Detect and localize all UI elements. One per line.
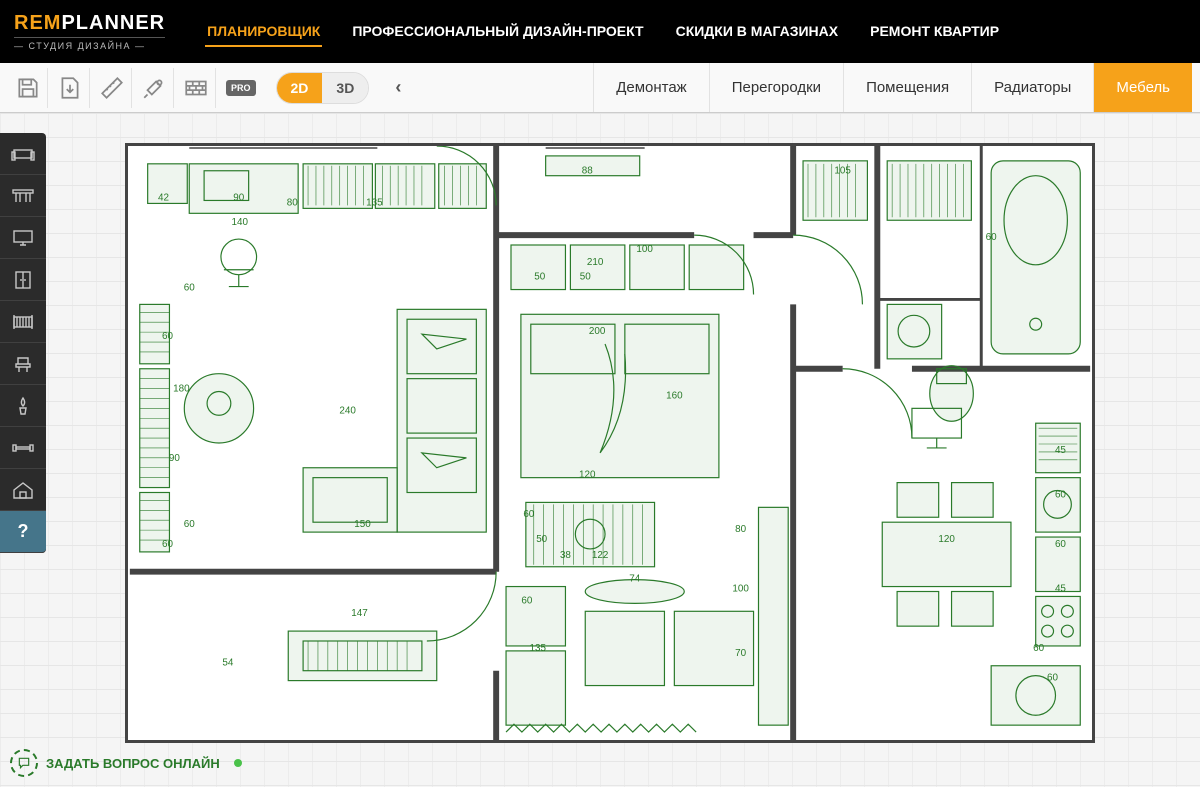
wall-icon[interactable] [176,68,216,108]
chat-icon [10,749,38,777]
svg-text:100: 100 [636,244,653,255]
nav-discounts[interactable]: СКИДКИ В МАГАЗИНАХ [674,17,841,47]
svg-text:42: 42 [158,192,169,203]
svg-text:120: 120 [579,470,596,481]
svg-text:210: 210 [587,257,604,268]
svg-text:60: 60 [523,509,534,520]
svg-text:135: 135 [366,197,383,208]
nav-design-project[interactable]: ПРОФЕССИОНАЛЬНЫЙ ДИЗАЙН-ПРОЕКТ [350,17,645,47]
svg-text:70: 70 [735,648,746,659]
view-toggle: 2D 3D [276,72,370,104]
logo-subtitle: — СТУДИЯ ДИЗАЙНА — [14,37,165,51]
tab-demolition[interactable]: Демонтаж [593,63,709,112]
svg-text:180: 180 [173,384,190,395]
svg-text:200: 200 [589,326,606,337]
logo-part2: PLANNER [61,12,165,34]
svg-text:60: 60 [184,283,195,294]
palette-crib-icon[interactable] [0,301,46,343]
svg-text:120: 120 [938,534,955,545]
svg-text:90: 90 [169,453,180,464]
svg-text:74: 74 [629,574,640,585]
palette-sofa-icon[interactable] [0,133,46,175]
online-status-dot [234,759,242,767]
floor-plan[interactable]: 42 90 80 135 140 60 60 180 90 60 60 240 150 147 54 88 10… [125,143,1095,743]
tab-furniture[interactable]: Мебель [1093,63,1192,112]
logo-part1: REM [14,12,61,34]
tools-icon[interactable] [134,68,174,108]
measure-icon[interactable] [92,68,132,108]
furniture-palette: ? [0,133,46,553]
svg-text:38: 38 [560,550,571,561]
svg-text:147: 147 [351,608,367,619]
svg-text:100: 100 [732,584,749,595]
palette-home-icon[interactable] [0,469,46,511]
chat-online-button[interactable]: ЗАДАТЬ ВОПРОС ОНЛАЙН [10,749,242,777]
svg-text:60: 60 [1033,643,1044,654]
svg-text:60: 60 [986,232,997,243]
svg-text:54: 54 [222,658,233,669]
svg-text:60: 60 [1047,673,1058,684]
logo[interactable]: REMPLANNER — СТУДИЯ ДИЗАЙНА — [14,12,165,51]
svg-text:60: 60 [162,539,173,550]
main-header: REMPLANNER — СТУДИЯ ДИЗАЙНА — ПЛАНИРОВЩИ… [0,0,1200,63]
palette-gym-icon[interactable] [0,427,46,469]
svg-text:50: 50 [580,272,591,283]
scroll-left-button[interactable]: ‹ [381,77,415,98]
chat-label: ЗАДАТЬ ВОПРОС ОНЛАЙН [46,756,220,771]
nav-planner[interactable]: ПЛАНИРОВЩИК [205,17,322,47]
nav-renovation[interactable]: РЕМОНТ КВАРТИР [868,17,1001,47]
svg-text:45: 45 [1055,445,1066,456]
tab-rooms[interactable]: Помещения [843,63,971,112]
svg-text:135: 135 [529,643,546,654]
palette-table-icon[interactable] [0,175,46,217]
svg-text:60: 60 [1055,539,1066,550]
svg-text:80: 80 [735,524,746,535]
palette-tv-icon[interactable] [0,217,46,259]
tab-partitions[interactable]: Перегородки [709,63,843,112]
palette-wardrobe-icon[interactable] [0,259,46,301]
mode-tabs: Демонтаж Перегородки Помещения Радиаторы… [593,63,1192,112]
svg-text:50: 50 [536,534,547,545]
view-3d-button[interactable]: 3D [322,73,368,103]
svg-text:122: 122 [592,550,608,561]
svg-text:90: 90 [233,192,244,203]
pro-badge[interactable]: PRO [226,80,256,96]
svg-text:160: 160 [666,390,683,401]
svg-text:60: 60 [184,519,195,530]
svg-text:140: 140 [231,217,248,228]
svg-text:88: 88 [582,166,593,177]
svg-text:60: 60 [1055,489,1066,500]
top-nav: ПЛАНИРОВЩИК ПРОФЕССИОНАЛЬНЫЙ ДИЗАЙН-ПРОЕ… [205,17,1186,47]
palette-chair-icon[interactable] [0,343,46,385]
workspace-canvas[interactable]: ? [0,113,1200,787]
download-icon[interactable] [50,68,90,108]
save-icon[interactable] [8,68,48,108]
toolbar: PRO 2D 3D ‹ Демонтаж Перегородки Помещен… [0,63,1200,113]
view-2d-button[interactable]: 2D [277,73,323,103]
svg-text:150: 150 [354,519,371,530]
svg-text:80: 80 [287,197,298,208]
svg-text:105: 105 [834,166,851,177]
palette-help-button[interactable]: ? [0,511,46,553]
svg-text:60: 60 [162,331,173,342]
svg-text:50: 50 [534,272,545,283]
svg-text:45: 45 [1055,584,1066,595]
svg-text:240: 240 [339,405,356,416]
palette-plant-icon[interactable] [0,385,46,427]
svg-text:60: 60 [521,595,532,606]
tab-radiators[interactable]: Радиаторы [971,63,1093,112]
